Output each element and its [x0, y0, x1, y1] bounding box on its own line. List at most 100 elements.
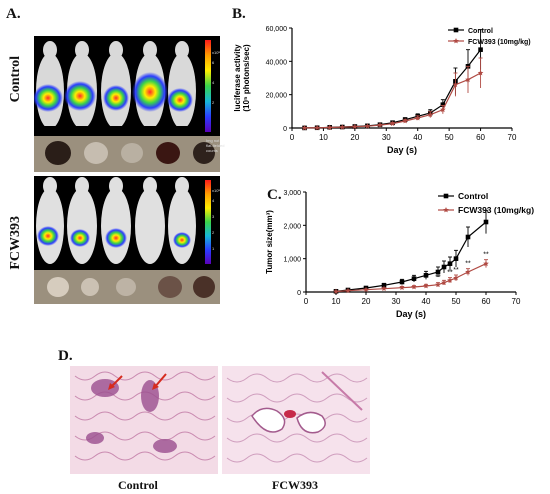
y-axis-label: Tumor size(mm³)	[265, 210, 274, 274]
x-tick-label: 30	[392, 297, 401, 306]
control-photo-note: Img not flat-fielded counts	[206, 138, 225, 153]
data-point	[301, 124, 308, 131]
fcw393-colorbar-tick-unit: x10⁵	[212, 188, 221, 193]
fcw393-colorbar	[205, 180, 211, 264]
data-point	[441, 279, 447, 286]
data-point	[402, 118, 408, 124]
fcw393-tumors-image	[47, 276, 215, 298]
data-point	[447, 277, 453, 283]
significance-label: **	[447, 270, 453, 277]
x-tick-label: 30	[382, 133, 391, 142]
x-axis-label: Day (s)	[387, 145, 417, 155]
legend-marker	[443, 207, 449, 213]
control-colorbar-tick: 4	[212, 80, 215, 85]
data-point	[465, 269, 471, 275]
y-tick-label: 3,000	[283, 190, 301, 197]
significance-label: **	[465, 261, 471, 268]
y-tick-label: 0	[297, 290, 301, 297]
panel-label-a: A.	[6, 6, 21, 22]
x-tick-label: 60	[476, 133, 485, 142]
data-point	[440, 102, 446, 107]
panel-label-c: C.	[267, 187, 282, 203]
x-tick-label: 10	[332, 297, 341, 306]
legend-label: Control	[458, 191, 488, 201]
y-tick-label: 0	[283, 126, 287, 133]
fcw393-mice-image	[36, 177, 196, 264]
x-tick-label: 50	[452, 297, 461, 306]
legend-label: FCW393 (10mg/kg)	[468, 39, 531, 46]
legend-label: Control	[468, 28, 493, 35]
series-line	[335, 221, 487, 292]
data-point	[389, 120, 396, 127]
data-point	[333, 288, 339, 294]
data-point	[377, 122, 383, 128]
control-mice-image	[34, 41, 220, 136]
x-tick-label: 60	[482, 297, 491, 306]
x-tick-label: 70	[508, 133, 517, 142]
histology-control-image	[70, 366, 218, 474]
x-axis-label: Day (s)	[396, 309, 426, 319]
series-line	[335, 263, 487, 293]
data-point	[465, 234, 471, 240]
fcw393-colorbar-tick: 1	[212, 246, 215, 251]
histology-control-tissue	[74, 371, 216, 461]
control-tumor-photo	[34, 136, 220, 172]
x-tick-label: 20	[350, 133, 359, 142]
data-point	[364, 123, 371, 129]
data-point	[363, 286, 369, 293]
histology-fcw393-image	[222, 366, 370, 474]
x-tick-label: 50	[445, 133, 454, 142]
y-axis-label: (10⁵ photons/sec)	[242, 44, 251, 112]
fcw393-colorbar-tick: 3	[212, 214, 215, 219]
control-colorbar	[205, 40, 211, 132]
data-point	[453, 275, 459, 281]
data-point	[345, 287, 351, 294]
data-point	[314, 124, 320, 131]
y-tick-label: 60,000	[266, 26, 288, 33]
x-tick-label: 0	[304, 297, 309, 306]
panel-label-b: B.	[232, 6, 246, 22]
x-tick-label: 40	[422, 297, 431, 306]
x-tick-label: 0	[290, 133, 295, 142]
data-point	[440, 106, 446, 113]
data-point	[423, 273, 429, 278]
data-point	[411, 276, 417, 281]
control-colorbar-tick: 6	[212, 60, 215, 65]
fcw393-tumor-photo	[34, 270, 220, 304]
fcw393-colorbar-tick: 2	[212, 230, 215, 235]
legend-marker	[453, 27, 459, 33]
histology-control-label: Control	[118, 478, 158, 492]
fcw393-colorbar-tick: 4	[212, 198, 215, 203]
data-point	[441, 264, 447, 270]
y-tick-label: 1,000	[283, 257, 301, 264]
significance-label: **	[453, 267, 459, 274]
y-tick-label: 2,000	[283, 223, 301, 230]
y-axis-label: luciferase activity	[233, 44, 242, 112]
data-point	[452, 81, 459, 88]
data-point	[465, 76, 471, 83]
control-imaging-panel	[34, 36, 220, 136]
data-point	[381, 283, 387, 288]
data-point	[339, 124, 346, 130]
control-colorbar-tick: 2	[212, 100, 215, 105]
data-point	[483, 260, 489, 267]
chart-c: 0 10 20 30 40 50 60 70 0 1,000 2,000 3,000 Day (s) Tu…	[265, 190, 534, 319]
data-point	[399, 284, 405, 291]
data-point	[427, 111, 434, 118]
chart-b: 0 10 20 30 40 50 60 70 0 20,000 40,000 60,000 Day (s…	[233, 26, 531, 155]
significance-label: **	[435, 275, 441, 282]
data-point	[352, 123, 358, 130]
data-point	[483, 219, 489, 225]
y-tick-label: 40,000	[266, 59, 288, 66]
row-label-control: Control	[8, 56, 23, 103]
data-point	[478, 47, 483, 52]
x-tick-label: 40	[413, 133, 422, 142]
histology-fcw393-tissue	[226, 371, 368, 463]
legend-marker	[443, 193, 449, 199]
histology-fcw393-label: FCW393	[272, 478, 318, 492]
data-point	[326, 124, 333, 130]
legend-marker	[453, 38, 459, 44]
data-point	[423, 283, 429, 289]
data-point	[435, 269, 441, 275]
legend-label: FCW393 (10mg/kg)	[458, 205, 534, 215]
